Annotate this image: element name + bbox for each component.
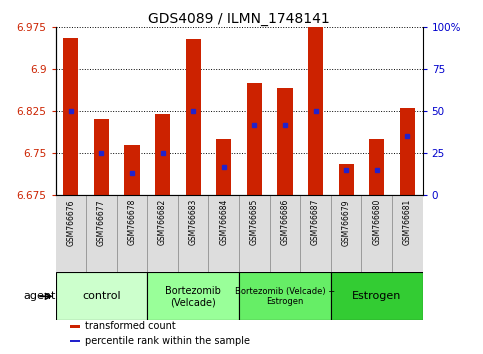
- Bar: [155, 114, 170, 195]
- Bar: [369, 139, 384, 195]
- Bar: [308, 27, 323, 195]
- Bar: [239, 272, 331, 320]
- Text: GSM766677: GSM766677: [97, 199, 106, 246]
- Bar: [70, 325, 80, 327]
- Bar: [400, 108, 415, 195]
- Bar: [63, 38, 78, 195]
- Bar: [216, 139, 231, 195]
- Text: Bortezomib (Velcade) +
Estrogen: Bortezomib (Velcade) + Estrogen: [235, 287, 335, 306]
- Text: agent: agent: [23, 291, 56, 301]
- Bar: [277, 88, 293, 195]
- Text: GSM766681: GSM766681: [403, 199, 412, 245]
- Bar: [185, 40, 201, 195]
- Bar: [94, 119, 109, 195]
- Title: GDS4089 / ILMN_1748141: GDS4089 / ILMN_1748141: [148, 12, 330, 25]
- Text: percentile rank within the sample: percentile rank within the sample: [85, 336, 250, 346]
- Bar: [125, 144, 140, 195]
- Text: GSM766679: GSM766679: [341, 199, 351, 246]
- Text: GSM766678: GSM766678: [128, 199, 137, 245]
- Bar: [56, 272, 147, 320]
- Bar: [70, 340, 80, 342]
- Text: GSM766685: GSM766685: [250, 199, 259, 245]
- Bar: [339, 164, 354, 195]
- Text: GSM766687: GSM766687: [311, 199, 320, 245]
- Text: GSM766682: GSM766682: [158, 199, 167, 245]
- Bar: [247, 83, 262, 195]
- Text: GSM766676: GSM766676: [66, 199, 75, 246]
- Bar: [147, 272, 239, 320]
- Text: Estrogen: Estrogen: [352, 291, 401, 301]
- Text: GSM766683: GSM766683: [189, 199, 198, 245]
- Text: GSM766680: GSM766680: [372, 199, 381, 245]
- Text: transformed count: transformed count: [85, 321, 176, 331]
- Bar: [331, 272, 423, 320]
- Text: GSM766684: GSM766684: [219, 199, 228, 245]
- Text: Bortezomib
(Velcade): Bortezomib (Velcade): [165, 286, 221, 307]
- Text: GSM766686: GSM766686: [281, 199, 289, 245]
- Text: control: control: [82, 291, 121, 301]
